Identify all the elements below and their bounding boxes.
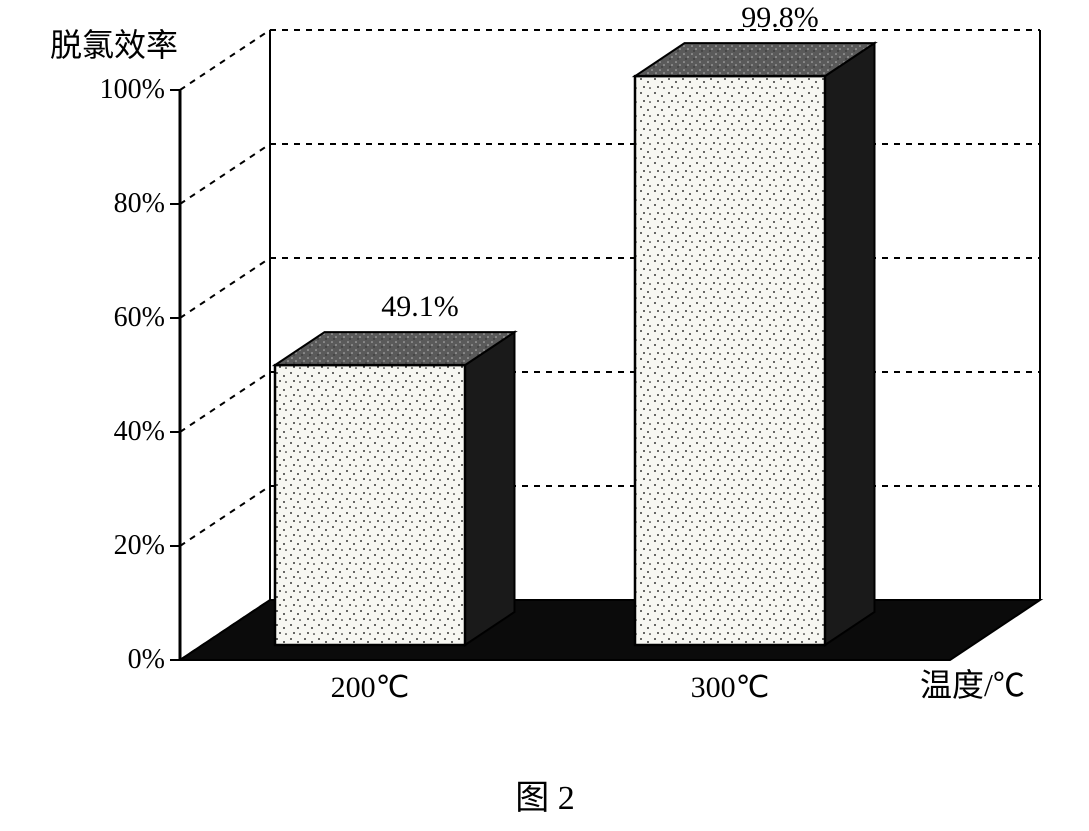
y-tick-1: 20%	[80, 530, 165, 562]
x-axis-title: 温度/℃	[920, 660, 1025, 706]
y-tick-2: 40%	[80, 416, 165, 448]
chart-svg	[50, 20, 1050, 740]
x-tick-0: 200℃	[300, 670, 440, 705]
chart-container: 脱氯效率 温度/℃ 0% 20% 40% 60% 80% 100% 200℃ 3…	[50, 20, 1050, 740]
x-tick-1: 300℃	[660, 670, 800, 705]
y-tick-0: 0%	[80, 644, 165, 676]
y-tick-4: 80%	[80, 188, 165, 220]
y-tick-3: 60%	[80, 302, 165, 334]
figure-caption: 图 2	[480, 770, 610, 819]
bars	[275, 43, 875, 645]
value-label-0: 49.1%	[340, 290, 500, 324]
y-axis-title: 脱氯效率	[50, 20, 178, 66]
y-tick-5: 100%	[80, 74, 165, 106]
value-label-1: 99.8%	[700, 1, 860, 35]
